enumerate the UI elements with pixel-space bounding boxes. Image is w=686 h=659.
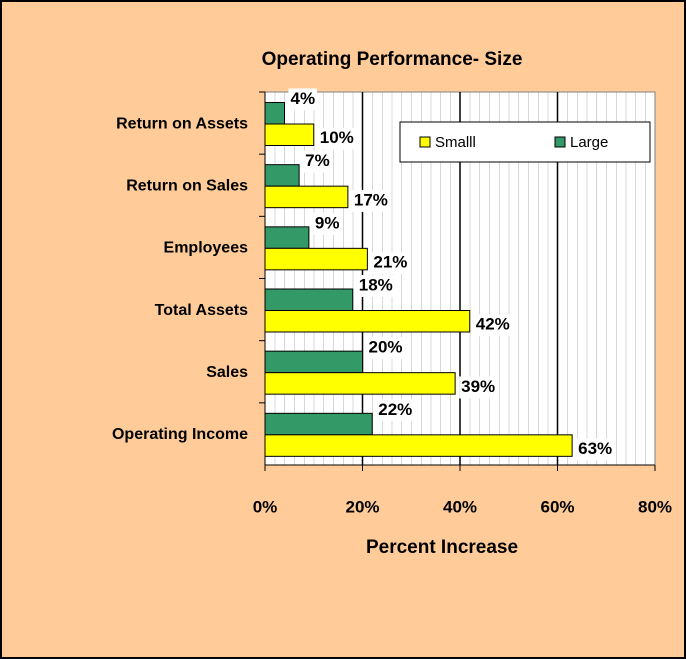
value-label: 22%	[378, 400, 412, 419]
y-tick-label: Return on Sales	[126, 177, 248, 194]
y-tick-label: Return on Assets	[116, 115, 248, 132]
bar	[264, 372, 456, 395]
value-label-bg	[303, 150, 332, 173]
x-tick-label: 20%	[345, 497, 379, 516]
bar	[264, 164, 300, 187]
legend-swatch	[419, 136, 431, 148]
legend	[399, 121, 651, 163]
value-label-bg	[288, 88, 318, 111]
value-label-bg	[459, 376, 498, 399]
bar	[264, 185, 349, 209]
value-label: 17%	[354, 190, 388, 209]
legend-label: Smalll	[435, 134, 476, 151]
x-axis-label: Percent Increase	[366, 537, 518, 558]
value-label-bg	[312, 212, 342, 235]
bar	[264, 310, 471, 333]
value-label: 63%	[578, 439, 612, 458]
bar	[264, 412, 373, 436]
value-label: 7%	[305, 151, 330, 170]
value-label: 4%	[291, 89, 316, 108]
bar	[264, 226, 310, 249]
value-label: 42%	[476, 315, 510, 334]
bar	[264, 102, 285, 125]
value-label-bg	[317, 127, 356, 150]
x-tick-label: 0%	[253, 497, 278, 516]
value-label: 21%	[373, 253, 407, 272]
value-label-bg	[356, 275, 395, 297]
bar	[264, 123, 315, 146]
value-label-bg	[366, 337, 405, 360]
value-label-bg	[376, 399, 415, 422]
value-label: 39%	[461, 377, 495, 396]
legend-swatch	[554, 136, 566, 148]
value-label-bg	[473, 314, 512, 337]
legend-label: Large	[570, 134, 608, 151]
value-label: 18%	[359, 275, 393, 294]
chart-title: Operating Performance- Size	[262, 49, 523, 70]
y-tick-label: Total Assets	[155, 302, 248, 319]
y-tick-label: Sales	[206, 364, 248, 381]
value-label: 9%	[315, 213, 340, 232]
bar	[264, 350, 363, 374]
value-label-bg	[576, 438, 615, 461]
value-label: 10%	[320, 128, 354, 147]
x-tick-label: 60%	[540, 497, 574, 516]
value-label-bg	[371, 252, 410, 275]
bar	[264, 434, 573, 457]
y-tick-label: Employees	[164, 240, 249, 257]
value-label-bg	[351, 189, 390, 212]
bar	[264, 247, 368, 271]
x-tick-label: 40%	[443, 497, 477, 516]
x-tick-label: 80%	[638, 497, 672, 516]
bar	[264, 288, 354, 311]
value-label: 20%	[369, 338, 403, 357]
y-tick-label: Operating Income	[112, 426, 248, 443]
